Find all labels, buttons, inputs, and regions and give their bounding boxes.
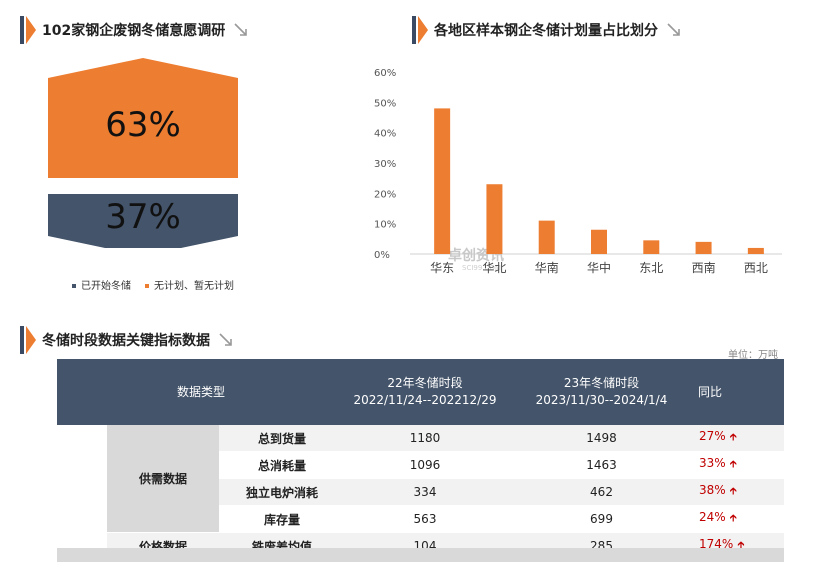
row-v23: 1498: [505, 425, 698, 452]
header-p22: 22年冬储时段 2022/11/24--202212/29: [345, 359, 505, 425]
row-name: 总消耗量: [219, 451, 345, 479]
header-type: 数据类型: [57, 359, 345, 425]
up-arrow-icon: 🡱: [729, 486, 737, 497]
started-shape: [48, 194, 238, 248]
table-row: 库存量 563 699 24% 🡱: [57, 505, 784, 533]
row-v22: 1096: [345, 451, 505, 479]
row-name: 库存量: [219, 505, 345, 533]
bar: [643, 240, 660, 254]
row-name: 独立电炉消耗: [219, 478, 345, 506]
corner-arrow-icon: [234, 23, 248, 36]
y-tick-label: 10%: [374, 220, 396, 231]
section2-title: 各地区样本钢企冬储计划量占比划分: [434, 23, 658, 39]
key-indicators-table: 数据类型 22年冬储时段 2022/11/24--202212/29 23年冬储时…: [57, 359, 784, 560]
row-name: 总到货量: [219, 425, 345, 452]
row-yoy: 174%: [699, 537, 734, 551]
section1-title: 102家钢企废钢冬储意愿调研: [42, 23, 226, 39]
y-tick-label: 50%: [374, 98, 396, 109]
table-row: 总消耗量 1096 1463 33% 🡱: [57, 451, 784, 479]
header-yoy: 同比: [698, 359, 784, 425]
row-yoy: 33%: [699, 456, 726, 470]
survey-legend: 已开始冬储 无计划、暂无计划: [72, 277, 234, 292]
row-yoy: 27%: [699, 429, 726, 443]
corner-arrow-icon: [667, 23, 680, 36]
unit-label: 单位：万吨: [728, 350, 778, 361]
region-bar-chart: 0%10%20%30%40%50%60%卓创资讯SCI99.COM华东 华北 华南华…: [374, 68, 782, 275]
corner-arrow-icon: [219, 333, 232, 346]
bar: [591, 229, 607, 254]
legend-item-started: 已开始冬储: [72, 277, 131, 292]
row-v22: 334: [345, 478, 505, 506]
noplan-shape: [48, 58, 238, 178]
section3-title: 冬储时段数据关键指标数据: [42, 333, 210, 349]
row-v22: 563: [345, 505, 505, 533]
x-tick-label: 华北: [482, 261, 506, 275]
up-arrow-icon: 🡱: [729, 459, 737, 470]
watermark-subtext: SCI99.COM: [462, 264, 501, 272]
bar: [486, 184, 503, 254]
section-marker-icon: [20, 326, 36, 354]
bar: [695, 241, 712, 254]
table-row: 供需数据 总到货量 1180 1498 27% 🡱: [57, 425, 784, 533]
x-tick-label: 西南: [692, 260, 716, 275]
table-footer-bar: [57, 548, 784, 562]
group-supply-demand: 供需数据: [107, 425, 219, 533]
section-marker-icon: [20, 16, 36, 44]
x-tick-label: 华中: [587, 260, 611, 275]
section3-header: 冬储时段数据关键指标数据: [20, 326, 234, 354]
x-tick-label: 东北: [639, 261, 663, 275]
section1-header: 102家钢企废钢冬储意愿调研: [20, 16, 249, 44]
row-v23: 1463: [505, 451, 698, 479]
table-header-row: 数据类型 22年冬储时段 2022/11/24--202212/29 23年冬储时…: [57, 359, 784, 425]
up-arrow-icon: 🡱: [737, 540, 745, 551]
header-p23: 23年冬储时段 2023/11/30--2024/1/4: [505, 359, 698, 425]
x-tick-label: 华东: [430, 261, 454, 275]
up-arrow-icon: 🡱: [729, 432, 737, 443]
y-tick-label: 30%: [374, 159, 396, 170]
bar: [538, 220, 555, 254]
up-arrow-icon: 🡱: [729, 513, 737, 524]
bar: [434, 108, 451, 255]
y-tick-label: 40%: [374, 129, 396, 140]
row-v23: 699: [505, 505, 698, 533]
noplan-pct-label: 63%: [105, 105, 181, 145]
row-yoy: 24%: [699, 510, 726, 524]
started-pct-label: 37%: [105, 197, 181, 237]
y-tick-label: 0%: [374, 250, 390, 261]
x-tick-label: 华南: [535, 260, 559, 275]
row-v23: 462: [505, 478, 698, 506]
y-tick-label: 20%: [374, 189, 396, 200]
legend-item-noplan: 无计划、暂无计划: [145, 277, 234, 292]
section-marker-icon: [412, 16, 428, 44]
row-v22: 1180: [345, 425, 505, 452]
row-yoy: 38%: [699, 483, 726, 497]
bar: [747, 247, 764, 254]
table-row: 独立电炉消耗 334 462 38% 🡱: [57, 478, 784, 506]
section2-header: 各地区样本钢企冬储计划量占比划分: [412, 16, 682, 44]
y-tick-label: 60%: [374, 68, 396, 79]
survey-infographic: 63% 37%: [48, 58, 238, 248]
x-tick-label: 西北: [744, 261, 768, 275]
